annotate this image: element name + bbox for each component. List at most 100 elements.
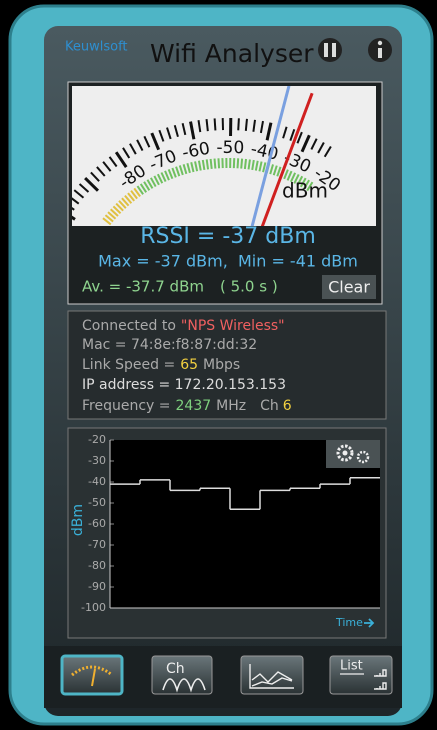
rssi-needle bbox=[260, 92, 314, 226]
graph: -20 -30 -40 -50 -60 -70 -80 -90 -100 bbox=[81, 433, 380, 614]
dial-band bbox=[290, 172, 297, 183]
dial-band bbox=[303, 179, 310, 190]
y-tick-label: -100 bbox=[81, 601, 106, 614]
freq-value: 2437 bbox=[176, 398, 212, 414]
dial-band bbox=[247, 159, 251, 170]
dial-band bbox=[240, 158, 244, 169]
y-axis-label: dBm bbox=[70, 504, 86, 536]
time-arrow bbox=[364, 618, 375, 628]
x-axis-label: Time bbox=[335, 616, 363, 629]
dial-tick bbox=[84, 176, 100, 192]
dial-band bbox=[178, 165, 184, 176]
dial-band bbox=[258, 161, 263, 172]
dial-tick bbox=[189, 121, 196, 140]
dial-band bbox=[164, 170, 170, 181]
dial-band bbox=[175, 166, 181, 177]
mac: Mac = 74:8e:f8:87:dd:32 bbox=[82, 337, 257, 353]
dial-band bbox=[121, 197, 130, 207]
list-tab[interactable] bbox=[329, 655, 393, 695]
list-tab-label: List bbox=[340, 659, 363, 674]
dial-band bbox=[194, 161, 199, 172]
dial-tick bbox=[317, 141, 325, 154]
dial-band bbox=[143, 181, 151, 191]
brand: Keuwlsoft bbox=[65, 40, 128, 55]
app-title: Wifi Analyser bbox=[150, 39, 314, 68]
dial-tick bbox=[310, 138, 318, 150]
dial-band bbox=[299, 177, 307, 188]
dial-tick bbox=[289, 128, 296, 141]
link-value: 65 bbox=[180, 357, 198, 373]
clear-button[interactable] bbox=[322, 275, 376, 299]
pause-button[interactable] bbox=[318, 38, 342, 62]
dial-band bbox=[156, 173, 164, 184]
dial-tick bbox=[102, 161, 112, 172]
dial-band bbox=[153, 175, 160, 186]
freq-unit: MHz bbox=[216, 398, 246, 414]
dial-tick bbox=[181, 122, 187, 136]
freq-prefix: Frequency = bbox=[82, 398, 171, 414]
dial-band bbox=[213, 158, 217, 169]
dial-tick bbox=[282, 126, 288, 139]
dial-tick bbox=[72, 215, 76, 221]
dial-tick bbox=[323, 145, 332, 158]
dial-tick bbox=[252, 119, 256, 132]
dial-band bbox=[104, 214, 114, 223]
connected: Connected to "NPS Wireless" bbox=[0, 318, 298, 334]
dial-tick bbox=[296, 131, 303, 144]
ssid: "NPS Wireless" bbox=[181, 318, 285, 334]
dial-tick bbox=[173, 124, 179, 138]
dial-band bbox=[112, 205, 122, 215]
info-panel bbox=[67, 310, 387, 420]
dial-band bbox=[296, 175, 304, 186]
y-tick-label: -30 bbox=[88, 454, 106, 467]
y-tick-label: -90 bbox=[88, 580, 106, 593]
settings-button[interactable] bbox=[326, 440, 380, 468]
dial-tick bbox=[265, 122, 273, 141]
dial-label: -50 bbox=[216, 138, 244, 158]
dial-band bbox=[276, 166, 282, 177]
dial-band bbox=[197, 160, 202, 171]
dial-tick bbox=[108, 156, 118, 168]
dial-tick bbox=[96, 166, 106, 177]
dial-tick bbox=[136, 139, 144, 152]
meter-tab[interactable] bbox=[60, 654, 124, 696]
y-tick-label: -60 bbox=[88, 517, 106, 530]
dial-tick bbox=[72, 207, 75, 211]
channel-tab[interactable] bbox=[151, 655, 213, 695]
dial-tick bbox=[237, 118, 240, 131]
dial-band bbox=[209, 158, 213, 169]
dial-tick bbox=[166, 127, 172, 140]
dial-tick bbox=[158, 129, 165, 142]
dial-band bbox=[306, 181, 314, 192]
dial-band bbox=[217, 158, 221, 169]
dial-band bbox=[127, 192, 135, 202]
dial-tick bbox=[78, 183, 90, 193]
dial-band bbox=[102, 217, 112, 226]
ip: IP address = 172.20.153.153 bbox=[82, 377, 286, 393]
info-button[interactable] bbox=[368, 38, 392, 62]
graph-tab[interactable] bbox=[240, 655, 304, 695]
dial-band bbox=[205, 159, 210, 170]
dial-band bbox=[286, 170, 293, 181]
ch-prefix: Ch bbox=[260, 398, 279, 414]
dial-band bbox=[130, 190, 138, 200]
channel-tab-label: Ch bbox=[166, 661, 185, 677]
dial: -80-70 -60 -50 -40 -30-20 bbox=[72, 86, 344, 226]
dial-band bbox=[167, 169, 174, 180]
y-tick-label: -50 bbox=[88, 496, 106, 509]
dial-tick bbox=[90, 171, 100, 182]
dial-tick bbox=[114, 151, 128, 168]
dial-band bbox=[115, 202, 124, 212]
dial-band bbox=[251, 159, 255, 171]
dial-band bbox=[182, 164, 188, 175]
y-tick-label: -80 bbox=[88, 559, 106, 572]
dial-tick bbox=[72, 197, 80, 205]
dial-band bbox=[139, 183, 148, 193]
clear-label: Clear bbox=[328, 278, 370, 297]
dial-band bbox=[136, 185, 144, 195]
dial-band bbox=[133, 187, 141, 198]
dial-band bbox=[201, 159, 206, 171]
dial-band bbox=[283, 169, 289, 180]
period: ( 5.0 s ) bbox=[220, 278, 278, 296]
